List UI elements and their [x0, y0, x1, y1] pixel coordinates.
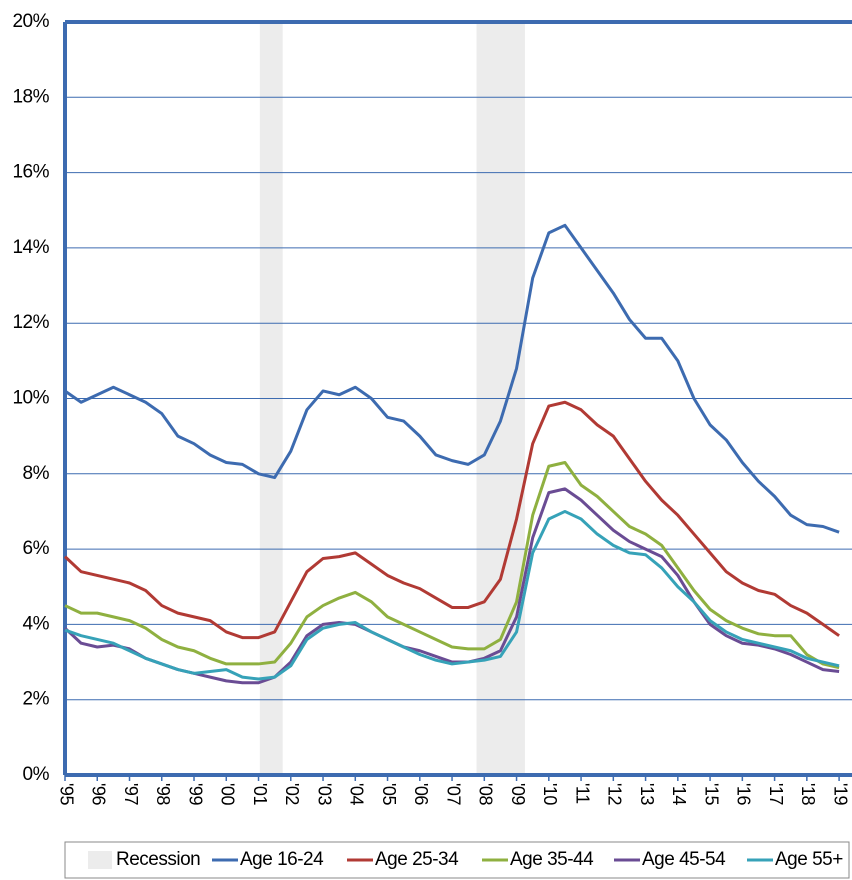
y-tick-label: 8%	[23, 463, 50, 484]
y-tick-label: 6%	[23, 538, 50, 559]
x-tick-label: '15	[701, 783, 721, 805]
y-tick-label: 14%	[12, 237, 49, 258]
legend-label: Age 35-44	[510, 849, 594, 870]
series-line	[63, 400, 840, 640]
x-tick-label: '95	[56, 783, 76, 805]
y-tick-label: 2%	[23, 689, 50, 710]
legend-box	[64, 841, 850, 879]
y-tick-label: 0%	[23, 764, 50, 785]
x-tick-label: '99	[185, 783, 205, 805]
x-tick-label: '01	[250, 783, 270, 805]
x-tick-label: '05	[379, 783, 399, 805]
legend-label: Recession	[116, 849, 200, 870]
x-tick-label: '96	[89, 783, 109, 805]
x-tick-label: '10	[540, 783, 560, 805]
x-tick-label: '00	[218, 783, 238, 805]
legend-label: Age 16-24	[240, 849, 324, 870]
x-tick-label: '19	[830, 783, 850, 805]
series-line	[64, 509, 840, 681]
x-tick-label: '18	[798, 783, 818, 805]
x-tick-label: '97	[121, 783, 141, 805]
x-tick-label: '02	[282, 783, 302, 805]
x-tick-label: '17	[766, 783, 786, 805]
x-tick-label: '08	[476, 783, 496, 805]
x-tick-label: '07	[443, 783, 463, 805]
x-tick-label: '14	[669, 783, 689, 805]
x-tick-label: '12	[605, 783, 625, 805]
x-tick-label: '09	[508, 783, 528, 805]
legend-label: Age 45-54	[642, 849, 726, 870]
x-tick-label: '98	[153, 783, 173, 805]
series-line	[64, 223, 840, 534]
y-tick-label: 10%	[12, 388, 49, 409]
x-tick-label: '13	[637, 783, 657, 805]
x-tick-label: '04	[347, 783, 367, 805]
series-line	[64, 461, 840, 670]
x-tick-label: '03	[314, 783, 334, 805]
y-tick-label: 4%	[23, 613, 50, 634]
y-tick-label: 20%	[12, 11, 49, 32]
y-tick-label: 18%	[12, 86, 49, 107]
x-tick-label: '06	[411, 783, 431, 805]
y-tick-label: 12%	[12, 312, 49, 333]
legend-swatch	[88, 851, 112, 869]
legend-label: Age 25-34	[375, 849, 459, 870]
x-tick-label: '16	[734, 783, 754, 805]
legend-label: Age 55+	[775, 849, 843, 870]
x-tick-label: '11	[572, 783, 592, 804]
y-tick-label: 16%	[12, 162, 49, 183]
series-line	[63, 487, 840, 685]
